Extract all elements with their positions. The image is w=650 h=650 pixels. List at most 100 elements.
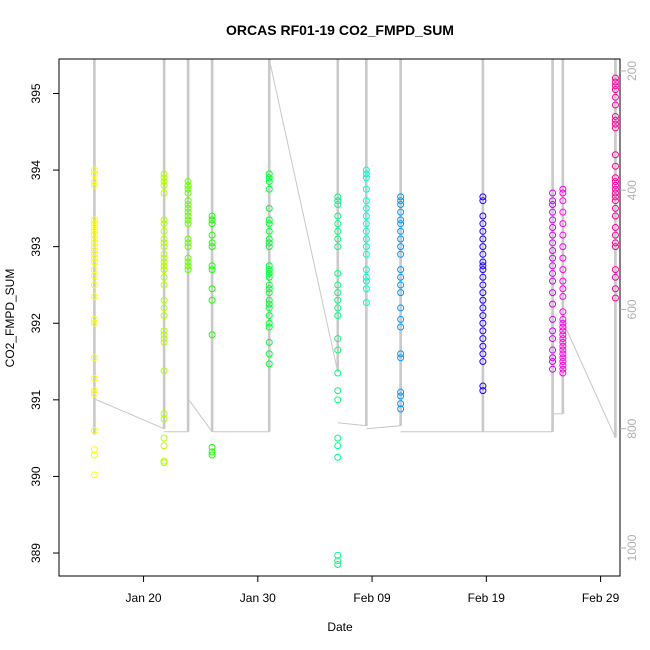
data-point [265, 220, 273, 228]
data-point [184, 262, 192, 270]
data-point [90, 258, 98, 266]
data-point [90, 216, 98, 224]
data-point [479, 387, 487, 395]
altitude-tracks [93, 58, 617, 438]
data-point [559, 365, 567, 373]
data-point [160, 220, 168, 228]
data-point [549, 354, 557, 362]
data-point [559, 266, 567, 274]
data-point [611, 162, 619, 170]
data-point [90, 235, 98, 243]
data-point [549, 277, 557, 285]
data-point [184, 220, 192, 228]
data-point [265, 273, 273, 281]
data-point [397, 354, 405, 362]
data-point [559, 292, 567, 300]
data-point [479, 350, 487, 358]
data-point [611, 193, 619, 201]
data-point [334, 243, 342, 251]
data-point [184, 235, 192, 243]
data-point [397, 304, 405, 312]
data-point [362, 299, 370, 307]
data-point [479, 266, 487, 274]
data-point [90, 181, 98, 189]
data-point [559, 346, 567, 354]
data-points [90, 74, 619, 569]
data-point [549, 269, 557, 277]
data-point [549, 262, 557, 270]
data-point [479, 235, 487, 243]
data-point [90, 178, 98, 186]
data-point [362, 250, 370, 258]
data-point [549, 197, 557, 205]
y2-tick-label: 400 [625, 180, 639, 200]
data-point [397, 243, 405, 251]
data-point [184, 258, 192, 266]
data-point [334, 346, 342, 354]
x-axis-label: Date [327, 620, 353, 634]
data-point [397, 392, 405, 400]
data-point [362, 170, 370, 178]
data-point [479, 312, 487, 320]
altitude-transit [562, 321, 616, 438]
data-point [160, 457, 168, 465]
data-point [479, 289, 487, 297]
data-point [334, 201, 342, 209]
data-point [90, 315, 98, 323]
data-point [362, 185, 370, 193]
data-point [184, 243, 192, 251]
data-point [362, 174, 370, 182]
data-point [479, 193, 487, 201]
data-point [265, 227, 273, 235]
data-point [208, 231, 216, 239]
plot-frame [58, 58, 621, 577]
data-point [334, 212, 342, 220]
data-point [549, 239, 557, 247]
data-point [160, 239, 168, 247]
data-point [90, 451, 98, 459]
data-point [611, 285, 619, 293]
data-point [397, 201, 405, 209]
chart-title: ORCAS RF01-19 CO2_FMPD_SUM [226, 22, 454, 38]
data-point [208, 266, 216, 274]
data-point [160, 243, 168, 251]
data-point [208, 285, 216, 293]
x-tick-label: Feb 29 [582, 591, 620, 605]
data-point [160, 170, 168, 178]
data-point [611, 185, 619, 193]
y-tick-label: 393 [29, 236, 43, 256]
data-point [160, 312, 168, 320]
y2-tick-label: 200 [625, 61, 639, 81]
data-point [90, 243, 98, 251]
data-point [265, 296, 273, 304]
data-point [397, 250, 405, 258]
data-point [611, 116, 619, 124]
x-tick-label: Feb 09 [353, 591, 391, 605]
data-point [559, 338, 567, 346]
data-point [334, 269, 342, 277]
data-point [334, 281, 342, 289]
data-point [362, 166, 370, 174]
data-point [549, 289, 557, 297]
data-point [559, 335, 567, 343]
data-point [549, 300, 557, 308]
data-point [479, 220, 487, 228]
data-point [559, 277, 567, 285]
data-point [265, 319, 273, 327]
data-point [208, 243, 216, 251]
data-point [265, 300, 273, 308]
data-point [184, 212, 192, 220]
data-point [611, 204, 619, 212]
y-tick-label: 391 [29, 390, 43, 410]
data-point [160, 262, 168, 270]
data-point [397, 227, 405, 235]
data-point [611, 112, 619, 120]
data-point [611, 212, 619, 220]
data-point [90, 239, 98, 247]
data-point [90, 292, 98, 300]
data-point [90, 354, 98, 362]
data-point [559, 220, 567, 228]
data-point [479, 197, 487, 205]
data-point [397, 350, 405, 358]
data-point [160, 281, 168, 289]
